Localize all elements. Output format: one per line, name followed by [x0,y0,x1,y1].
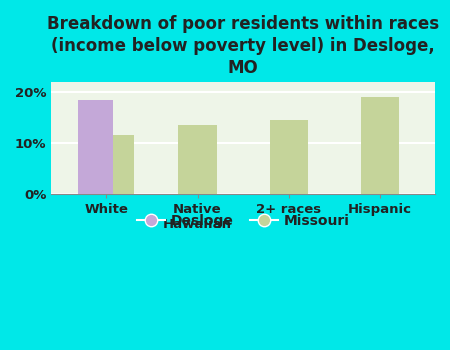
Bar [361,97,399,194]
Title: Breakdown of poor residents within races
(income below poverty level) in Desloge: Breakdown of poor residents within races… [47,15,439,77]
Bar [270,120,308,194]
Legend: Desloge, Missouri: Desloge, Missouri [131,209,355,234]
Bar [99,135,134,194]
Bar [178,125,216,194]
Bar [78,99,113,194]
